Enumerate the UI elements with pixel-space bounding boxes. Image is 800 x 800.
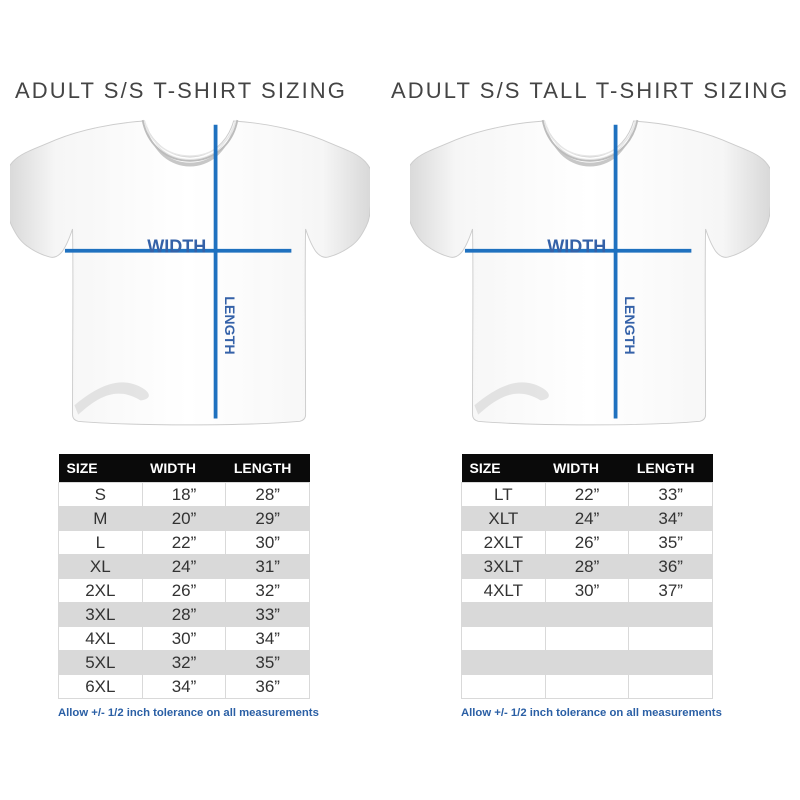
svg-text:LENGTH: LENGTH bbox=[221, 296, 237, 354]
svg-text:LENGTH: LENGTH bbox=[621, 296, 637, 354]
svg-text:WIDTH: WIDTH bbox=[547, 237, 606, 257]
svg-text:WIDTH: WIDTH bbox=[147, 237, 206, 257]
